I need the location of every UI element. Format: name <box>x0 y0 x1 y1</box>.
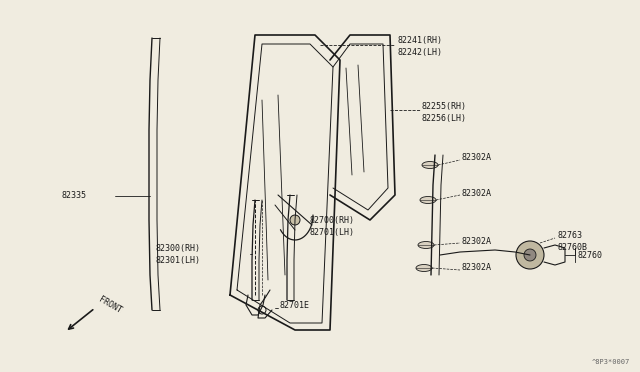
Ellipse shape <box>420 196 436 203</box>
Text: 82302A: 82302A <box>462 263 492 273</box>
Circle shape <box>516 241 544 269</box>
Text: 82241(RH): 82241(RH) <box>397 35 442 45</box>
Text: FRONT: FRONT <box>97 295 123 315</box>
Text: 82300(RH): 82300(RH) <box>155 244 200 253</box>
Text: 82760: 82760 <box>578 250 603 260</box>
Text: 82302A: 82302A <box>462 189 492 198</box>
Text: 82256(LH): 82256(LH) <box>422 113 467 122</box>
Circle shape <box>290 215 300 225</box>
Ellipse shape <box>422 161 438 169</box>
Text: 82763: 82763 <box>557 231 582 240</box>
Circle shape <box>524 249 536 261</box>
Text: 82301(LH): 82301(LH) <box>155 256 200 264</box>
Text: 82760B: 82760B <box>557 243 587 251</box>
Text: ^8P3*0007: ^8P3*0007 <box>592 359 630 365</box>
Text: 82335: 82335 <box>62 192 87 201</box>
Text: 82701E: 82701E <box>280 301 310 311</box>
Ellipse shape <box>418 241 434 248</box>
Text: 82242(LH): 82242(LH) <box>397 48 442 57</box>
Text: 82255(RH): 82255(RH) <box>422 102 467 110</box>
Text: 82302A: 82302A <box>462 154 492 163</box>
Ellipse shape <box>416 264 432 272</box>
Text: 82302A: 82302A <box>462 237 492 246</box>
Text: 82700(RH): 82700(RH) <box>310 215 355 224</box>
Text: 82701(LH): 82701(LH) <box>310 228 355 237</box>
